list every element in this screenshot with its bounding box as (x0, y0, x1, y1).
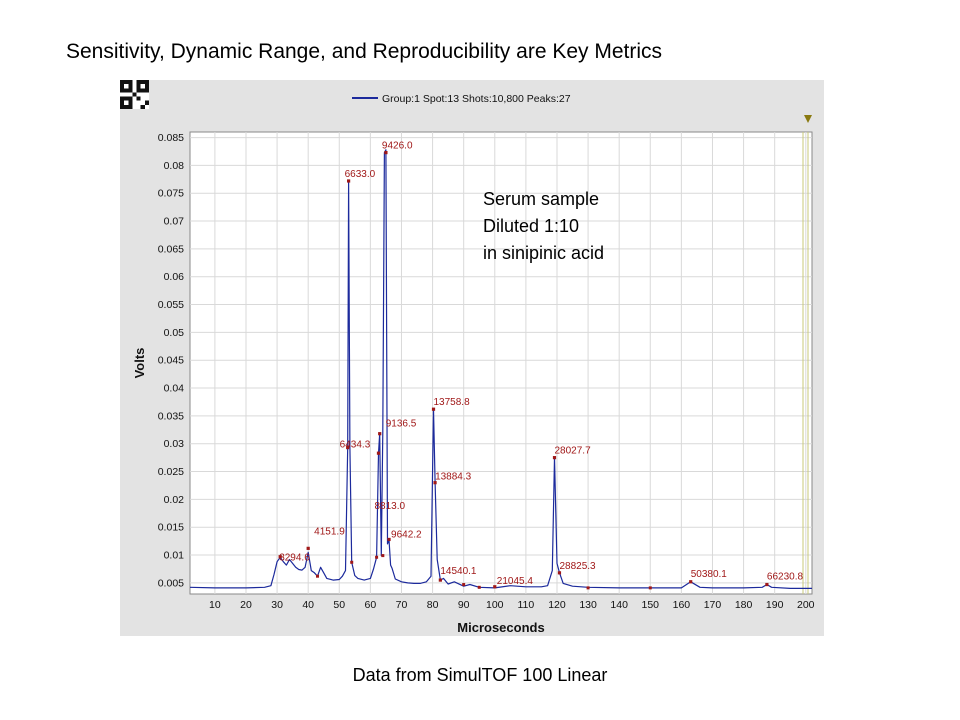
x-tick-label: 160 (673, 599, 691, 611)
y-tick-label: 0.035 (158, 410, 184, 422)
peak-marker (376, 451, 381, 455)
annotation-line: Diluted 1:10 (483, 216, 579, 236)
y-tick-label: 0.07 (164, 216, 185, 228)
x-tick-label: 80 (427, 599, 439, 611)
peak-marker (316, 574, 320, 578)
peak-marker (552, 456, 557, 460)
x-tick-label: 140 (610, 599, 628, 611)
peak-marker (438, 578, 442, 582)
plot-area (189, 131, 813, 595)
range-marker-icon (804, 115, 812, 123)
y-tick-label: 0.02 (164, 494, 185, 506)
peak-label: 4151.9 (314, 526, 345, 537)
peak-marker (278, 555, 282, 559)
qr-code-icon (120, 80, 149, 109)
peak-marker (378, 432, 382, 436)
x-tick-label: 170 (704, 599, 722, 611)
peak-marker (586, 586, 590, 590)
y-tick-label: 0.05 (164, 327, 185, 339)
y-tick-label: 0.03 (164, 438, 185, 450)
peak-marker (557, 571, 562, 575)
peak-label: 8813.0 (374, 501, 405, 512)
y-tick-label: 0.045 (158, 355, 184, 367)
y-axis-label: Volts (132, 348, 147, 379)
peak-marker (689, 580, 693, 584)
y-tick-label: 0.005 (158, 577, 184, 589)
x-tick-label: 100 (486, 599, 504, 611)
peak-marker (381, 554, 385, 558)
slide-title: Sensitivity, Dynamic Range, and Reproduc… (66, 40, 663, 63)
peak-label: 21045.4 (497, 576, 534, 587)
peak-marker (387, 537, 391, 542)
x-axis-label: Microseconds (457, 620, 544, 635)
peak-marker (493, 585, 497, 589)
peak-marker (350, 560, 354, 564)
peak-label: 28027.7 (554, 446, 591, 457)
y-tick-label: 0.025 (158, 466, 184, 478)
peak-marker (462, 583, 466, 587)
peak-label: 9426.0 (382, 141, 413, 152)
peak-label: 9642.2 (391, 529, 422, 540)
x-tick-label: 130 (579, 599, 597, 611)
peak-marker (346, 446, 350, 450)
peak-label: 13884.3 (435, 472, 472, 483)
peak-label: 9136.5 (386, 419, 417, 430)
annotation-line: Serum sample (483, 189, 599, 209)
peak-marker (648, 586, 652, 590)
y-tick-label: 0.04 (164, 383, 185, 395)
x-tick-label: 50 (333, 599, 345, 611)
y-tick-label: 0.085 (158, 132, 184, 144)
peak-marker (375, 555, 379, 559)
x-tick-label: 70 (396, 599, 408, 611)
x-tick-label: 200 (797, 599, 815, 611)
slide-caption: Data from SimulTOF 100 Linear (352, 665, 608, 685)
x-tick-label: 10 (209, 599, 221, 611)
peak-marker (765, 582, 769, 587)
x-tick-label: 40 (302, 599, 314, 611)
peak-label: 6633.0 (345, 169, 376, 180)
y-tick-label: 0.06 (164, 271, 185, 283)
peak-label: 13758.8 (434, 397, 471, 408)
y-tick-label: 0.065 (158, 243, 184, 255)
y-tick-label: 0.01 (164, 550, 185, 562)
y-tick-label: 0.055 (158, 299, 184, 311)
x-tick-label: 60 (365, 599, 377, 611)
chart-panel: 0.005 0.01 0.015 0.02 0.025 0.03 0.035 0.04 0.04… (120, 80, 824, 636)
y-tick-label: 0.015 (158, 522, 184, 534)
x-tick-label: 20 (240, 599, 252, 611)
peak-marker (433, 481, 437, 485)
y-tick-label: 0.08 (164, 160, 185, 172)
x-tick-label: 150 (642, 599, 660, 611)
peak-label: 14540.1 (440, 566, 477, 577)
spectrum-line (189, 149, 812, 589)
x-tick-label: 180 (735, 599, 753, 611)
peak-label: 28825.3 (559, 561, 596, 572)
peak-label: 66230.8 (767, 572, 804, 583)
peak-marker (477, 585, 481, 589)
peak-label: 3294.6 (279, 553, 310, 564)
x-tick-label: 110 (518, 599, 535, 611)
peak-marker (431, 407, 436, 411)
x-tick-label: 120 (548, 599, 566, 611)
peak-marker (384, 150, 388, 155)
mass-spectrum-chart: 0.005 0.01 0.015 0.02 0.025 0.03 0.035 0.04 0.04… (132, 93, 815, 635)
peak-label: 50380.1 (691, 569, 728, 580)
legend-label: Group:1 Spot:13 Shots:10,800 Peaks:27 (382, 93, 571, 105)
peak-marker (306, 546, 310, 550)
annotation-line: in sinipinic acid (483, 243, 604, 263)
peak-label: 6434.3 (340, 440, 371, 451)
peak-marker (347, 179, 351, 183)
x-tick-label: 30 (271, 599, 283, 611)
x-tick-label: 90 (458, 599, 470, 611)
x-tick-label: 190 (766, 599, 784, 611)
y-tick-label: 0.075 (158, 188, 184, 200)
